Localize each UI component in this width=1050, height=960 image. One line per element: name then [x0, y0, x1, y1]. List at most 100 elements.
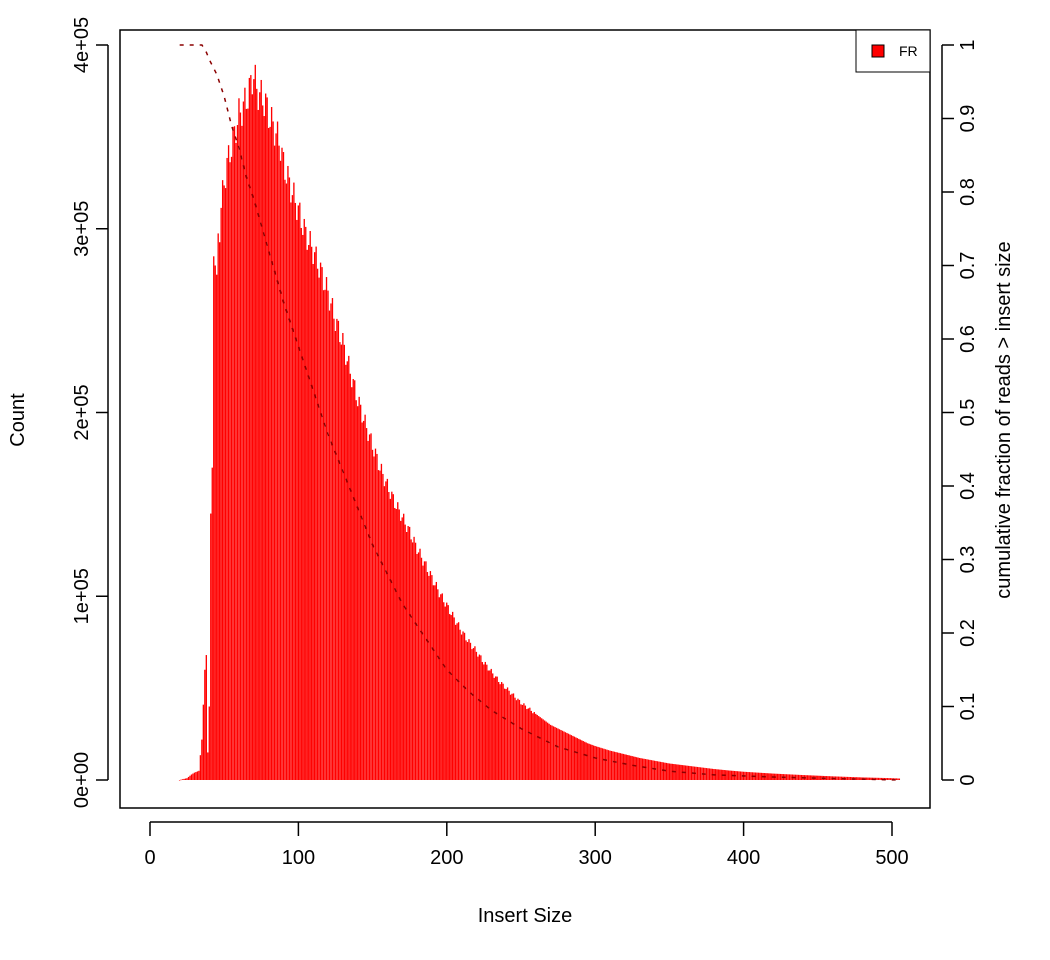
- histogram-bar: [316, 268, 319, 780]
- histogram-bar: [210, 513, 212, 780]
- histogram-bar: [886, 778, 889, 780]
- y-tick-label: 3e+05: [71, 201, 93, 257]
- histogram-bar: [364, 414, 366, 780]
- histogram-bar: [184, 778, 187, 780]
- histogram-bar: [263, 116, 265, 781]
- legend-label-fr: FR: [899, 43, 918, 59]
- histogram-bar: [876, 777, 878, 780]
- histogram-bar: [560, 730, 562, 780]
- histogram-bar: [235, 142, 237, 780]
- histogram-bar: [628, 755, 630, 780]
- histogram-bar: [768, 773, 770, 780]
- histogram-bar: [422, 565, 424, 780]
- histogram-bar: [676, 764, 678, 780]
- histogram-bar: [891, 778, 893, 780]
- histogram-bar: [885, 778, 887, 780]
- histogram-bar: [196, 771, 199, 780]
- histogram-bar: [499, 684, 501, 780]
- histogram-bar: [785, 774, 788, 780]
- histogram-bar: [750, 772, 752, 780]
- histogram-bar: [889, 778, 892, 780]
- histogram-bar: [508, 690, 510, 780]
- histogram-bar: [719, 769, 721, 780]
- histogram-bar: [808, 775, 810, 780]
- histogram-bar: [618, 752, 620, 780]
- histogram-bar: [530, 710, 532, 780]
- histogram-bar: [441, 593, 443, 780]
- histogram-bar: [459, 629, 461, 780]
- histogram-bar: [490, 668, 492, 780]
- histogram-bar: [619, 753, 622, 780]
- histogram-bar: [303, 218, 305, 780]
- histogram-bar: [687, 765, 690, 780]
- histogram-bar: [416, 554, 418, 780]
- histogram-bar: [542, 719, 544, 780]
- histogram-bar: [444, 606, 446, 780]
- histogram-bar: [281, 147, 283, 780]
- histogram-bar: [432, 585, 435, 780]
- histogram-bar: [655, 760, 657, 780]
- histogram-bar: [659, 761, 662, 780]
- histogram-bar: [545, 721, 547, 780]
- histogram-bar: [267, 127, 270, 781]
- y2-tick-label: 0.5: [957, 399, 979, 427]
- histogram-bar: [260, 79, 262, 780]
- histogram-bar: [624, 754, 626, 780]
- histogram-bar: [716, 769, 718, 780]
- histogram-bar: [806, 775, 809, 780]
- histogram-bar: [466, 642, 469, 780]
- x-axis: 0 100 200 300 400 500: [144, 821, 909, 869]
- histogram-bar: [820, 775, 822, 780]
- histogram-bar: [771, 773, 773, 780]
- histogram-bar: [796, 774, 798, 780]
- histogram-bar: [877, 777, 880, 780]
- histogram-bar: [297, 205, 299, 780]
- histogram-bar: [558, 729, 561, 780]
- histogram-bar: [585, 742, 587, 780]
- histogram-bar: [391, 491, 393, 780]
- histogram-bar: [371, 449, 374, 780]
- histogram-bar: [362, 420, 365, 780]
- histogram-bar: [233, 126, 236, 781]
- histogram-bar: [449, 614, 451, 780]
- histogram-bar: [302, 234, 304, 780]
- histogram-bar: [867, 777, 869, 780]
- histogram-bar: [181, 779, 184, 780]
- histogram-bar: [633, 756, 635, 780]
- histogram-bar: [603, 748, 605, 780]
- histogram-bar: [195, 772, 197, 780]
- histogram-bar: [613, 751, 616, 780]
- histogram-bar: [640, 758, 642, 780]
- y-tick-label: 4e+05: [71, 17, 93, 73]
- histogram-bar: [779, 773, 782, 780]
- histogram-bar: [296, 219, 298, 780]
- histogram-bar: [578, 738, 580, 780]
- histogram-bar: [230, 156, 233, 781]
- histogram-bar: [524, 705, 527, 780]
- histogram-bar: [318, 277, 320, 780]
- histogram-bar: [564, 732, 567, 780]
- histogram-bar: [646, 759, 648, 780]
- histogram-bar: [739, 771, 742, 780]
- histogram-bar: [478, 654, 481, 780]
- histogram-bar: [224, 188, 227, 780]
- histogram-bar: [590, 744, 592, 780]
- histogram-bar: [567, 733, 570, 780]
- histogram-bar: [279, 160, 282, 780]
- histogram-bar: [357, 406, 359, 780]
- histogram-bar: [214, 265, 216, 780]
- histogram-bar: [403, 513, 405, 780]
- y-tick-label: 0e+00: [71, 752, 93, 808]
- histogram-bar: [367, 440, 369, 780]
- histogram-bar: [857, 777, 859, 780]
- histogram-bar: [397, 502, 399, 780]
- y2-tick-label: 0.2: [957, 619, 979, 647]
- histogram-bar: [735, 771, 737, 780]
- histogram-bar: [407, 526, 409, 780]
- histogram-bar: [192, 773, 194, 780]
- histogram-bar: [652, 760, 654, 780]
- histogram-bar: [638, 757, 641, 780]
- histogram-bar: [788, 774, 791, 780]
- histogram-bar: [291, 195, 294, 781]
